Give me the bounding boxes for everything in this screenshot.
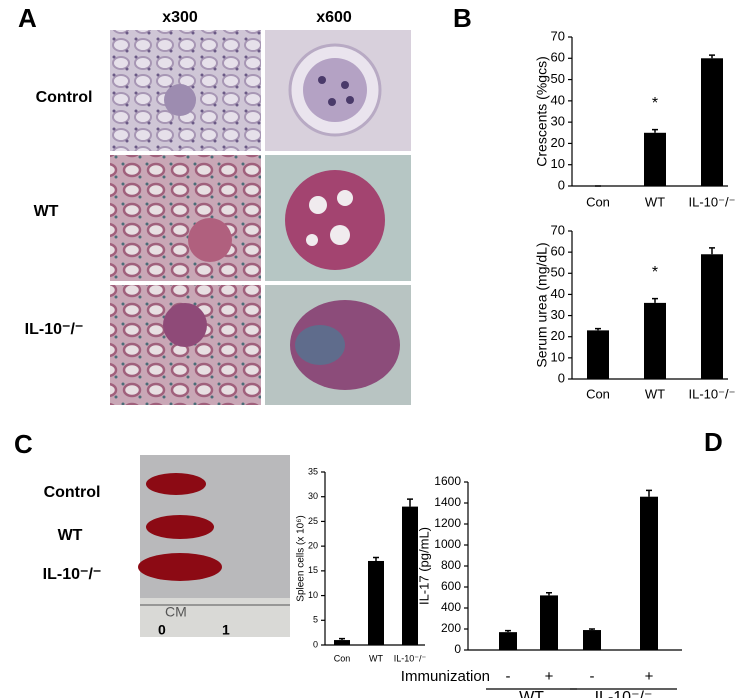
significance-marker: * [652, 264, 658, 281]
y-tick-label: 1600 [434, 474, 461, 488]
x-tick-label: WT [369, 653, 383, 663]
y-tick-label: 0 [558, 177, 565, 192]
x-tick-label: IL-10⁻/⁻ [689, 386, 736, 401]
bar [334, 640, 350, 645]
bar [499, 632, 517, 650]
y-tick-label: 1000 [434, 537, 461, 551]
y-tick-label: 800 [441, 558, 461, 572]
x-tick-label: Con [586, 386, 610, 401]
column-header: x300 [162, 9, 198, 26]
x-tick-label: Con [334, 653, 351, 663]
y-tick-label: 50 [551, 71, 565, 86]
x-axis-label: Immunization [401, 668, 490, 685]
y-tick-label: 10 [551, 349, 565, 364]
error-bar [646, 489, 652, 497]
y-tick-label: 20 [308, 541, 318, 551]
y-axis-label: Crescents (%gcs) [534, 56, 550, 166]
y-tick-label: 30 [551, 307, 565, 322]
error-bar [339, 637, 345, 641]
x-tick-label: + [645, 668, 654, 685]
y-tick-label: 35 [308, 466, 318, 476]
error-bar [709, 54, 715, 59]
bar [640, 496, 658, 650]
y-tick-label: 10 [551, 156, 565, 171]
y-tick-label: 25 [308, 516, 318, 526]
y-axis-label: Serum urea (mg/dL) [534, 242, 550, 367]
y-tick-label: 5 [313, 615, 318, 625]
bar [540, 595, 558, 650]
y-tick-label: 0 [313, 639, 318, 649]
x-tick-label: - [590, 668, 595, 685]
x-tick-label: WT [645, 194, 665, 209]
y-axis-label: Spleen cells (x 10⁶) [296, 515, 307, 601]
ruler-label: 1 [222, 622, 230, 638]
group-label: IL-10⁻/⁻ [595, 689, 653, 698]
y-tick-label: 60 [551, 50, 565, 65]
y-tick-label: 20 [551, 328, 565, 343]
error-bar [652, 297, 658, 303]
row-label: Control [36, 89, 93, 106]
y-tick-label: 30 [551, 114, 565, 129]
ruler-label: 0 [158, 622, 166, 638]
y-axis-label: IL-17 (pg/mL) [416, 527, 431, 605]
x-tick-label: WT [645, 386, 665, 401]
y-tick-label: 30 [308, 491, 318, 501]
row-label: Control [44, 484, 101, 501]
y-tick-label: 50 [551, 265, 565, 280]
y-tick-label: 20 [551, 135, 565, 150]
y-tick-label: 0 [454, 642, 461, 656]
row-label: IL-10⁻/⁻ [43, 566, 102, 583]
ruler-label: CM [165, 604, 187, 620]
y-tick-label: 10 [308, 590, 318, 600]
y-tick-label: 200 [441, 621, 461, 635]
row-label: WT [58, 527, 83, 544]
x-tick-label: - [506, 668, 511, 685]
y-tick-label: 15 [308, 565, 318, 575]
row-label: IL-10⁻/⁻ [25, 321, 84, 338]
error-bar [709, 247, 715, 255]
error-bar [407, 498, 413, 507]
y-tick-label: 600 [441, 579, 461, 593]
bar [368, 560, 384, 645]
y-tick-label: 1400 [434, 495, 461, 509]
bar [587, 330, 609, 379]
error-bar [546, 592, 552, 596]
panel-label: A [18, 3, 37, 33]
column-header: x600 [316, 9, 352, 26]
error-bar [505, 629, 511, 633]
y-tick-label: 60 [551, 244, 565, 259]
bar [701, 58, 723, 186]
group-label: WT [519, 689, 544, 698]
panel-label: D [704, 427, 723, 457]
histology-images [110, 30, 411, 405]
y-tick-label: 1200 [434, 516, 461, 530]
bar [701, 254, 723, 379]
x-tick-label: IL-10⁻/⁻ [394, 653, 427, 663]
bar [402, 506, 418, 645]
x-tick-label: + [545, 668, 554, 685]
error-bar [589, 628, 595, 631]
y-tick-label: 40 [551, 92, 565, 107]
bar [644, 132, 666, 186]
row-label: WT [34, 203, 59, 220]
y-tick-label: 400 [441, 600, 461, 614]
bar [644, 302, 666, 379]
significance-marker: * [652, 95, 658, 112]
error-bar [595, 327, 601, 331]
error-bar [373, 556, 379, 561]
x-tick-label: IL-10⁻/⁻ [689, 194, 736, 209]
y-tick-label: 40 [551, 286, 565, 301]
bar [583, 630, 601, 650]
panel-label: B [453, 3, 472, 33]
spleen-photo [138, 455, 290, 637]
y-tick-label: 70 [551, 28, 565, 43]
x-tick-label: Con [586, 194, 610, 209]
y-tick-label: 0 [558, 370, 565, 385]
panel-label: C [14, 429, 33, 459]
error-bar [652, 128, 658, 133]
y-tick-label: 70 [551, 222, 565, 237]
